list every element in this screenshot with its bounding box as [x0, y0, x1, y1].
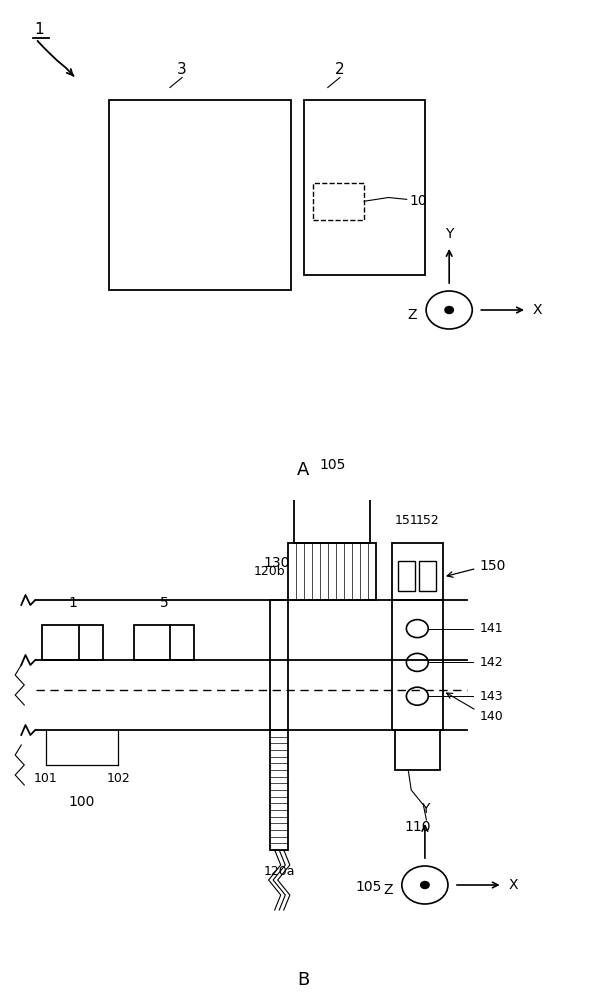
Text: 101: 101	[33, 772, 58, 786]
Bar	[270, 600, 288, 730]
Text: X: X	[533, 303, 543, 317]
Bar	[419, 561, 436, 591]
Text: 120a: 120a	[263, 865, 295, 878]
Text: 152: 152	[416, 514, 440, 527]
Text: A: A	[297, 461, 310, 479]
Text: 10: 10	[410, 194, 427, 208]
Text: 143: 143	[480, 690, 503, 703]
Text: 102: 102	[106, 772, 131, 786]
Text: 150: 150	[480, 558, 506, 572]
Text: 110: 110	[404, 820, 430, 834]
Text: 100: 100	[69, 795, 95, 809]
Text: Z: Z	[407, 308, 417, 322]
Text: 142: 142	[480, 656, 503, 669]
Text: 120b: 120b	[254, 565, 285, 578]
Bar	[304, 100, 425, 275]
Text: 1: 1	[69, 596, 77, 610]
Text: 3: 3	[177, 62, 187, 78]
Text: 5: 5	[160, 596, 168, 610]
Bar	[392, 600, 443, 730]
Bar	[134, 625, 194, 660]
Text: 105: 105	[319, 458, 345, 472]
Bar	[288, 542, 376, 600]
Text: X: X	[509, 878, 518, 892]
Text: 2: 2	[335, 62, 345, 78]
Text: 1: 1	[35, 22, 44, 37]
Bar	[392, 542, 443, 600]
Bar	[313, 182, 364, 220]
Bar	[398, 561, 415, 591]
Text: 130: 130	[263, 556, 290, 570]
Circle shape	[445, 306, 453, 314]
Text: Z: Z	[383, 883, 393, 897]
Bar	[395, 730, 440, 770]
Text: 140: 140	[480, 710, 503, 723]
Text: Y: Y	[421, 802, 429, 816]
Text: B: B	[297, 971, 310, 989]
Circle shape	[421, 882, 429, 888]
Text: 151: 151	[394, 514, 418, 527]
Text: 105: 105	[356, 880, 382, 894]
Text: Y: Y	[445, 227, 453, 241]
Bar	[270, 730, 288, 850]
Bar	[109, 100, 291, 290]
Bar	[42, 625, 103, 660]
Text: 141: 141	[480, 622, 503, 635]
Bar	[294, 492, 370, 542]
